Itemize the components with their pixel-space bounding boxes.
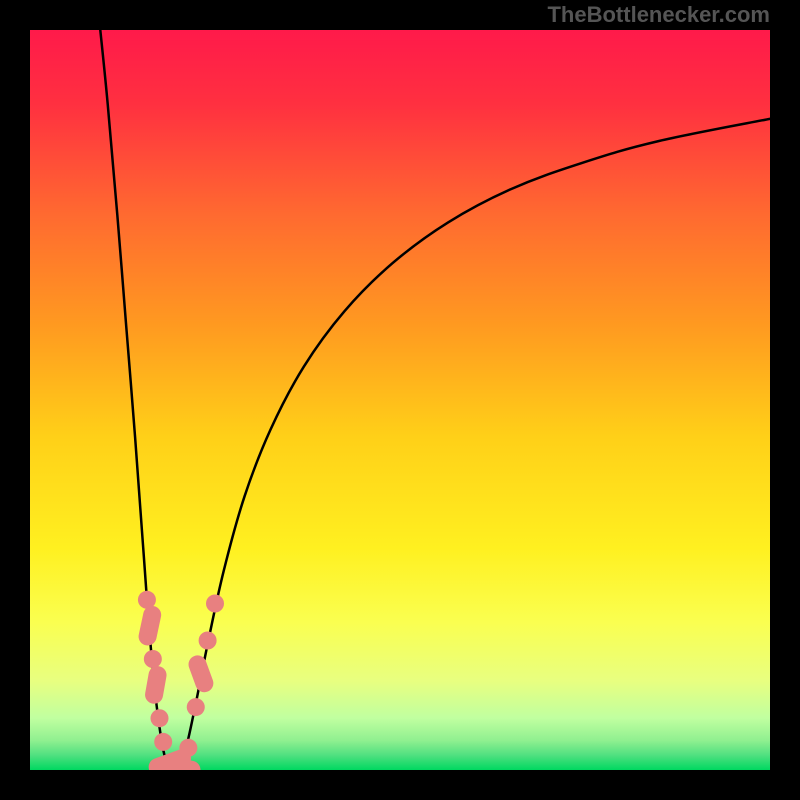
curve-marker [154, 733, 172, 751]
curve-marker [206, 595, 224, 613]
plot-svg [0, 0, 800, 800]
curve-marker [199, 632, 217, 650]
curve-marker [154, 675, 157, 695]
watermark-text: TheBottlenecker.com [547, 2, 770, 28]
curve-marker [148, 615, 153, 637]
chart-container: TheBottlenecker.com [0, 0, 800, 800]
curve-marker [179, 739, 197, 757]
curve-marker [166, 764, 191, 769]
curve-marker [187, 698, 205, 716]
curve-marker [198, 664, 205, 683]
curve-marker [151, 709, 169, 727]
curve-marker [144, 650, 162, 668]
